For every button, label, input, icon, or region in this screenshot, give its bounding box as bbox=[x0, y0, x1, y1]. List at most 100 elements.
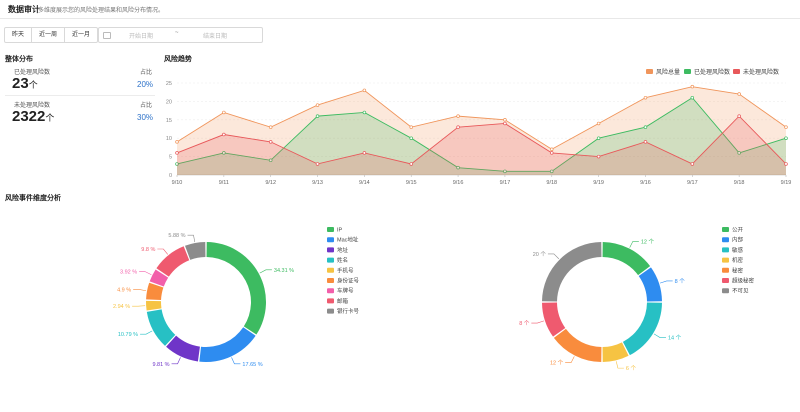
data-point-unprocessed bbox=[409, 162, 413, 166]
x-tick-label: 9/14 bbox=[359, 180, 370, 186]
level-legend-label: 超级秘密 bbox=[732, 277, 755, 285]
data-point-processed bbox=[784, 136, 788, 140]
legend-processed[interactable]: 已处理风险数 bbox=[684, 67, 730, 76]
series-unprocessed-area bbox=[177, 116, 786, 175]
type-slice-4 bbox=[146, 300, 162, 311]
overall-section-title: 整体分布 bbox=[5, 56, 33, 63]
type-leader-line bbox=[171, 357, 181, 365]
level-data-label: 8 个 bbox=[519, 320, 530, 327]
type-data-label: 34.31 % bbox=[274, 268, 294, 274]
data-point-processed bbox=[409, 136, 413, 140]
type-data-label: 10.79 % bbox=[118, 332, 138, 338]
sensitive-type-donut-chart: 34.31 % 17.65 % 9.81 % 10.79 % 2.94 % 4.9 % 3.… bbox=[113, 227, 360, 368]
x-tick-label: 9/18 bbox=[546, 180, 557, 186]
x-tick-label: 9/16 bbox=[640, 180, 651, 186]
date-range-picker[interactable]: 开始日期 ~ 结束日期 bbox=[98, 27, 263, 43]
y-tick-label: 20 bbox=[166, 99, 172, 105]
y-tick-label: 15 bbox=[166, 118, 172, 124]
type-data-label: 2.94 % bbox=[113, 304, 130, 310]
level-data-label: 20 个 bbox=[533, 251, 547, 258]
x-tick-label: 9/11 bbox=[219, 180, 229, 186]
type-slice-5 bbox=[146, 282, 164, 301]
processed-unit: 个 bbox=[28, 80, 38, 90]
unprocessed-unit: 个 bbox=[45, 113, 55, 123]
data-point-total bbox=[503, 118, 507, 122]
range-month-button[interactable]: 近一月 bbox=[72, 32, 91, 38]
data-point-processed bbox=[222, 151, 226, 155]
level-data-label: 6 个 bbox=[626, 365, 637, 372]
data-point-processed bbox=[456, 165, 460, 170]
range-yesterday-button[interactable]: 昨天 bbox=[5, 28, 33, 42]
level-data-label: 12 个 bbox=[641, 238, 655, 245]
data-point-unprocessed bbox=[784, 162, 788, 166]
type-leader-line bbox=[187, 234, 196, 243]
data-point-processed bbox=[362, 110, 367, 115]
quick-range-group: 昨天 近一周 近一月 bbox=[4, 27, 99, 43]
legend-processed-label: 已处理风险数 bbox=[694, 70, 731, 76]
date-end-input[interactable]: 结束日期 bbox=[203, 34, 228, 40]
type-legend-label: 地址 bbox=[337, 246, 349, 254]
data-point-processed bbox=[175, 162, 179, 166]
type-legend-swatch bbox=[327, 227, 334, 232]
type-slice-0 bbox=[206, 242, 266, 335]
calendar-icon bbox=[103, 32, 111, 39]
level-legend-swatch bbox=[722, 288, 729, 294]
legend-total[interactable]: 风险总量 bbox=[646, 67, 680, 76]
level-legend-swatch bbox=[722, 247, 729, 253]
unprocessed-label: 未处理风险数 bbox=[14, 103, 51, 109]
level-data-label: 12 个 bbox=[550, 360, 564, 367]
data-point-unprocessed bbox=[222, 132, 226, 137]
level-leader-line bbox=[531, 320, 545, 324]
level-slice-2 bbox=[622, 302, 662, 356]
trend-section-title: 风险趋势 bbox=[164, 56, 192, 63]
data-point-total bbox=[784, 125, 788, 129]
x-tick-label: 9/15 bbox=[406, 180, 417, 186]
data-point-unprocessed bbox=[596, 154, 601, 159]
unprocessed-pct: 30% bbox=[137, 113, 154, 122]
data-point-total bbox=[643, 95, 648, 100]
data-point-processed bbox=[737, 151, 741, 155]
type-legend-label: 身份证号 bbox=[337, 277, 360, 285]
legend-total-label: 风险总量 bbox=[656, 70, 681, 76]
data-point-total bbox=[596, 121, 601, 126]
data-point-total bbox=[456, 114, 460, 118]
unprocessed-value-block: 2322个 bbox=[12, 108, 54, 125]
type-legend-swatch bbox=[327, 288, 334, 294]
overall-divider bbox=[5, 95, 155, 96]
processed-value: 23 bbox=[12, 75, 29, 92]
range-week-button[interactable]: 近一周 bbox=[32, 28, 66, 42]
type-data-label: 3.92 % bbox=[120, 270, 137, 276]
series-unprocessed-line bbox=[176, 115, 787, 165]
y-tick-label: 0 bbox=[169, 173, 172, 179]
data-point-unprocessed bbox=[690, 162, 695, 166]
type-legend-label: 手机号 bbox=[337, 266, 354, 274]
level-slice-0 bbox=[602, 242, 651, 276]
legend-total-swatch bbox=[646, 69, 653, 74]
y-tick-label: 10 bbox=[166, 136, 172, 142]
data-point-processed bbox=[643, 125, 648, 129]
x-tick-label: 9/16 bbox=[453, 180, 464, 186]
date-start-input[interactable]: 开始日期 bbox=[129, 34, 154, 40]
x-tick-label: 9/17 bbox=[687, 180, 698, 186]
security-level-donut-chart: 12 个 8 个 14 个 6 个 12 个 8 个 20 个 公开内部敏感机密秘密超级秘密不… bbox=[519, 227, 755, 373]
x-tick-label: 9/10 bbox=[172, 180, 183, 186]
type-legend-label: IP bbox=[337, 228, 343, 234]
y-tick-label: 25 bbox=[166, 81, 172, 87]
page-title: 数据审计 bbox=[8, 5, 40, 14]
type-legend-label: 姓名 bbox=[337, 256, 348, 264]
data-point-total bbox=[409, 125, 413, 129]
type-legend-swatch bbox=[327, 237, 334, 243]
legend-unprocessed[interactable]: 未处理风险数 bbox=[733, 67, 779, 76]
page-subtitle: 多维度展示您的风险处理结果和风险分布情况。 bbox=[38, 8, 165, 14]
level-legend-swatch bbox=[722, 267, 729, 273]
type-leader-line bbox=[140, 330, 153, 335]
type-leader-line bbox=[133, 289, 147, 292]
data-point-unprocessed bbox=[456, 125, 460, 129]
type-data-label: 9.8 % bbox=[141, 247, 155, 253]
type-data-label: 9.81 % bbox=[152, 362, 169, 368]
legend-processed-swatch bbox=[684, 69, 691, 74]
y-tick-label: 5 bbox=[169, 155, 172, 161]
unprocessed-value: 2322 bbox=[12, 108, 46, 125]
type-leader-line bbox=[139, 271, 152, 276]
level-slice-5 bbox=[542, 302, 566, 337]
